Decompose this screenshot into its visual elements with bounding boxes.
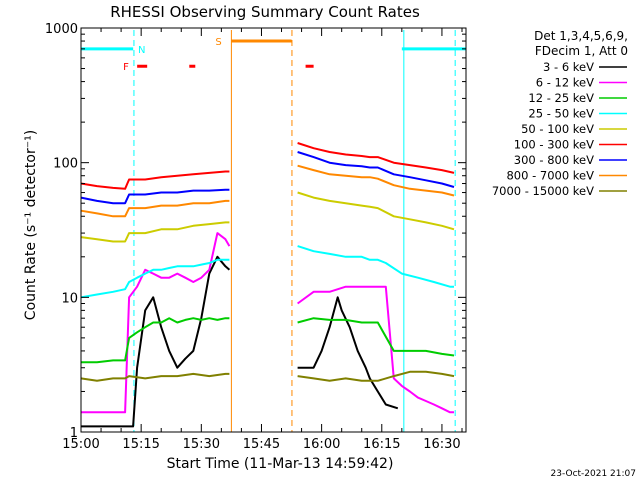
series-line-3-1 [297, 245, 454, 288]
flag-label-n: N [138, 45, 145, 56]
y-tick-label-3: 1000 [45, 22, 78, 37]
plot-area: NF S [80, 30, 466, 432]
series-line-8-0 [80, 372, 230, 382]
timestamp: 23-Oct-2021 21:07 [551, 469, 636, 479]
x-tick-label-0: 15:00 [62, 437, 99, 452]
x-tick-label-2: 15:30 [183, 437, 220, 452]
x-tick-label-5: 16:15 [363, 437, 400, 452]
y-axis-label: Count Rate (s⁻¹ detector⁻¹) [23, 130, 39, 320]
axes: 15:00 15:15 15:30 15:45 16:00 16:15 16:30 1 10 10… [45, 22, 467, 452]
legend-label-1: 6 - 12 keV [536, 76, 594, 90]
legend: Det 1,3,4,5,6,9, FDecim 1, Att 0 3 - 6 k… [492, 29, 628, 198]
legend-header-line-2: FDecim 1, Att 0 [535, 44, 628, 58]
series-line-1-0 [81, 232, 231, 414]
series-line-4-0 [80, 221, 230, 243]
legend-label-6: 300 - 800 keV [514, 153, 594, 167]
chart-title: RHESSI Observing Summary Count Rates [110, 3, 420, 21]
legend-label-7: 800 - 7000 keV [506, 169, 594, 183]
y-tick-label-2: 100 [53, 157, 78, 172]
x-tick-label-3: 15:45 [243, 437, 280, 452]
series-line-5-1 [297, 142, 455, 174]
series-line-0-0 [81, 255, 231, 428]
x-tick-label-4: 16:00 [303, 437, 340, 452]
legend-header-line-1: Det 1,3,4,5,6,9, [534, 29, 628, 43]
series-line-1-1 [297, 285, 454, 414]
series-line-2-1 [297, 317, 455, 357]
series-line-7-0 [80, 199, 230, 218]
series-line-3-0 [80, 258, 230, 299]
y-tick-label-1: 10 [61, 291, 78, 306]
legend-label-8: 7000 - 15000 keV [492, 184, 594, 198]
legend-label-4: 50 - 100 keV [521, 122, 594, 136]
plot-frame [80, 27, 467, 433]
series-line-4-1 [297, 191, 455, 231]
series-line-7-1 [297, 164, 455, 197]
legend-label-3: 25 - 50 keV [528, 107, 594, 121]
flag-label-f: F [123, 62, 129, 73]
series-line-5-0 [80, 170, 230, 190]
legend-label-5: 100 - 300 keV [514, 138, 594, 152]
x-tick-label-6: 16:30 [423, 437, 460, 452]
x-tick-label-1: 15:15 [122, 437, 159, 452]
y-tick-label-0: 1 [70, 426, 78, 441]
series-line-8-1 [297, 370, 455, 382]
series-line-6-1 [297, 151, 455, 188]
series-line-2-0 [81, 317, 230, 364]
legend-label-2: 12 - 25 keV [528, 91, 594, 105]
x-axis-label: Start Time (11-Mar-13 14:59:42) [167, 456, 394, 472]
flag-label-s: S [215, 37, 221, 48]
series-line-6-0 [80, 188, 230, 205]
legend-label-0: 3 - 6 keV [543, 60, 594, 74]
series-line-0-1 [297, 296, 399, 410]
